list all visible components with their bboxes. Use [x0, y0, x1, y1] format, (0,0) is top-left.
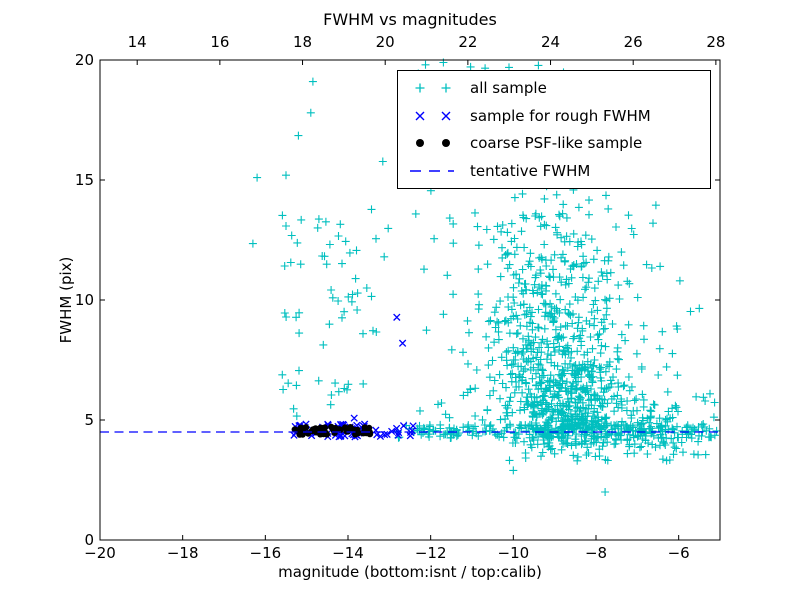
x-bottom-tick-label: −14 — [332, 544, 364, 562]
legend-item-psf-sample: coarse PSF-like sample — [408, 130, 706, 157]
dashed-line-icon — [410, 170, 454, 172]
x-top-tick-label: 22 — [458, 33, 478, 51]
legend-item-all-sample: all sample — [408, 74, 706, 101]
x-top-tick-label: 16 — [210, 33, 230, 51]
x-top-tick-label: 26 — [623, 33, 643, 51]
x-bottom-tick-label: −10 — [497, 544, 530, 562]
x-bottom-tick-label: −18 — [166, 544, 199, 562]
legend-label: coarse PSF-like sample — [470, 134, 643, 153]
x-bottom-tick-label: −16 — [249, 544, 282, 562]
axis-ticks — [99, 59, 720, 541]
y-tick-label: 15 — [74, 171, 94, 189]
legend: all sample sample for rough FWHM coarse … — [397, 70, 711, 189]
x-bottom-tick-label: −12 — [414, 544, 447, 562]
x-bottom-tick-label: −8 — [584, 544, 608, 562]
y-tick-label: 10 — [74, 291, 94, 309]
x-bottom-tick-label: −20 — [84, 544, 116, 562]
legend-label: tentative FWHM — [470, 162, 591, 181]
x-top-tick-label: 20 — [375, 33, 395, 51]
legend-item-tentative-fwhm: tentative FWHM — [408, 158, 706, 185]
x-top-tick-label: 24 — [540, 33, 561, 51]
plus-marker-icon — [415, 83, 451, 93]
x-axis-label: magnitude (bottom:isnt / top:calib) — [278, 563, 542, 581]
x-top-tick-label: 28 — [706, 33, 726, 51]
y-tick-label: 20 — [74, 51, 94, 69]
dot-marker-icon — [416, 139, 450, 148]
y-tick-label: 5 — [84, 411, 94, 429]
rough-fwhm-points — [290, 313, 417, 441]
y-tick-label: 0 — [84, 531, 94, 549]
legend-label: sample for rough FWHM — [470, 106, 651, 125]
legend-label: all sample — [470, 78, 547, 97]
x-top-tick-label: 14 — [127, 33, 147, 51]
x-bottom-tick-label: −6 — [667, 544, 690, 562]
x-top-tick-label: 18 — [292, 33, 313, 51]
chart-title: FWHM vs magnitudes — [323, 10, 497, 29]
legend-item-rough-fwhm: sample for rough FWHM — [408, 102, 706, 129]
cross-marker-icon — [415, 111, 451, 121]
